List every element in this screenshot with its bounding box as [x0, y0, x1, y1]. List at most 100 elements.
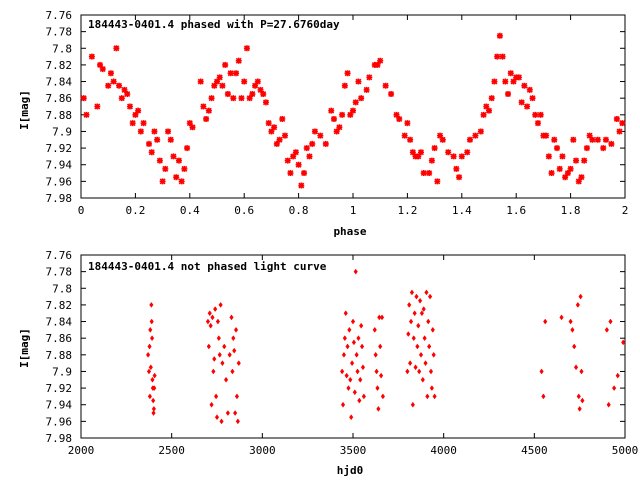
- unphased-light-curve-panel: 184443-0401.4 not phased light curve hjd…: [18, 249, 638, 477]
- phased-data-point: [132, 111, 139, 118]
- unphased-data-point: [351, 339, 357, 346]
- phased-data-point: [317, 132, 324, 139]
- unphased-data-point: [219, 418, 224, 425]
- phased-data-point: [214, 78, 220, 85]
- phased-x-tick-label: 0.2: [125, 204, 145, 217]
- unphased-data-point: [405, 368, 410, 375]
- phased-data-point: [458, 153, 465, 160]
- phased-data-point: [586, 132, 593, 139]
- unphased-x-tick-label: 4500: [521, 444, 548, 457]
- phased-data-point: [146, 140, 152, 147]
- phased-x-tick-label: 1: [350, 204, 357, 217]
- unphased-data-point: [359, 343, 365, 350]
- unphased-data-point: [214, 414, 220, 421]
- unphased-data-point: [406, 331, 411, 337]
- phased-data-point: [445, 149, 452, 156]
- phased-data-point: [382, 82, 389, 89]
- unphased-data-point: [233, 326, 239, 333]
- phased-y-tick-label: 7.86: [46, 92, 73, 105]
- phased-data-point: [502, 78, 509, 85]
- unphased-data-point: [580, 397, 585, 404]
- unphased-data-point: [149, 301, 154, 308]
- phased-data-point: [583, 145, 590, 152]
- unphased-data-point: [220, 360, 225, 367]
- phased-data-point: [233, 70, 240, 77]
- unphased-data-point: [417, 368, 422, 375]
- phased-y-tick-label: 7.88: [46, 109, 73, 122]
- phased-y-tick-label: 7.78: [46, 26, 73, 39]
- unphased-data-point: [347, 326, 352, 333]
- unphased-data-point: [357, 397, 362, 404]
- unphased-data-point: [206, 343, 211, 350]
- phased-data-point: [581, 157, 588, 164]
- phased-data-point: [257, 86, 264, 93]
- unphased-data-point: [570, 326, 575, 333]
- unphased-data-point: [430, 326, 435, 333]
- phased-data-point: [608, 140, 615, 147]
- unphased-data-point: [340, 401, 346, 408]
- phased-data-point: [173, 174, 180, 181]
- phased-y-tick-label: 7.98: [46, 192, 73, 205]
- phased-data-point: [200, 103, 207, 110]
- phased-data-point: [499, 53, 506, 60]
- unphased-x-tick-label: 3000: [249, 444, 276, 457]
- unphased-data-point: [416, 322, 421, 329]
- unphased-data-point: [420, 376, 425, 383]
- phased-data-point: [350, 107, 356, 114]
- unphased-data-point: [425, 393, 430, 400]
- phased-y-tick-label: 7.76: [46, 9, 73, 22]
- phased-data-point: [352, 99, 359, 106]
- unphased-data-point: [372, 326, 377, 333]
- unphased-data-point: [341, 351, 347, 358]
- phased-data-point: [154, 136, 161, 143]
- phased-data-point: [464, 149, 471, 156]
- phased-data-point: [450, 153, 457, 160]
- unphased-y-tick-label: 7.9: [52, 365, 72, 378]
- phased-data-point: [456, 174, 463, 181]
- phased-data-point: [118, 95, 125, 102]
- unphased-data-point: [360, 364, 366, 371]
- phased-data-point: [298, 182, 305, 189]
- phased-data-point: [409, 149, 416, 156]
- phased-y-tick-label: 7.94: [46, 159, 73, 172]
- unphased-y-tick-label: 7.82: [46, 299, 73, 312]
- phased-light-curve-panel: 184443-0401.4 phased with P=27.6760day p…: [18, 9, 628, 238]
- phased-data-point: [396, 115, 403, 122]
- unphased-data-point: [146, 368, 152, 375]
- unphased-data-point: [346, 385, 351, 392]
- phased-data-point: [578, 174, 585, 181]
- unphased-data-point: [209, 401, 214, 408]
- unphased-x-tick-label: 5000: [612, 444, 639, 457]
- phased-data-point: [483, 103, 490, 110]
- phased-y-axis-label: I[mag]: [18, 90, 31, 130]
- phased-data-point: [358, 95, 365, 102]
- phased-x-axis-label: phase: [333, 225, 366, 238]
- unphased-data-point: [379, 314, 385, 321]
- phased-data-point: [505, 91, 512, 98]
- unphased-data-point: [345, 343, 350, 350]
- phased-data-point: [594, 136, 601, 143]
- unphased-data-point: [350, 318, 356, 325]
- unphased-y-axis-label: I[mag]: [18, 328, 31, 368]
- phased-data-point: [480, 111, 487, 118]
- phased-data-point: [529, 95, 536, 102]
- unphased-data-point: [225, 410, 230, 416]
- unphased-data-point: [559, 314, 564, 321]
- unphased-data-point: [207, 310, 212, 317]
- phased-data-point: [165, 128, 172, 135]
- phased-data-point: [496, 32, 503, 39]
- phased-data-point: [116, 82, 123, 89]
- phased-data-point: [306, 153, 313, 160]
- unphased-data-point: [424, 289, 429, 296]
- unphased-data-point: [213, 306, 218, 312]
- unphased-data-point: [408, 360, 413, 367]
- phased-data-point: [197, 78, 204, 85]
- phased-data-point: [137, 128, 144, 135]
- unphased-data-point: [428, 368, 434, 375]
- unphased-data-point: [232, 347, 237, 354]
- unphased-data-point: [150, 376, 155, 383]
- phased-data-point: [113, 45, 120, 52]
- unphased-data-point: [414, 293, 419, 300]
- phased-data-point: [227, 70, 234, 77]
- phased-data-point: [494, 53, 501, 60]
